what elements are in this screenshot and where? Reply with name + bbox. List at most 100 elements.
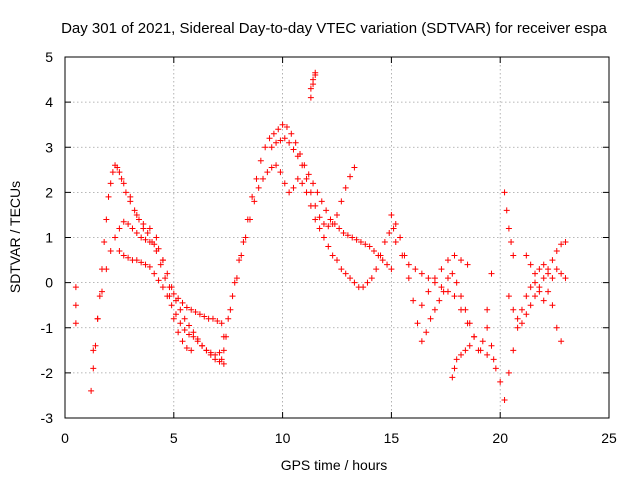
data-point (477, 347, 484, 354)
data-point (120, 252, 127, 259)
data-point (233, 275, 240, 282)
data-point (444, 288, 451, 295)
data-point (484, 351, 491, 358)
data-point (381, 239, 388, 246)
data-point (488, 270, 495, 277)
data-point (357, 239, 364, 246)
data-point (90, 365, 97, 372)
data-point (116, 225, 123, 232)
data-point (327, 216, 334, 223)
data-point (116, 169, 123, 176)
data-point (366, 243, 373, 250)
data-point (405, 261, 412, 268)
data-point (307, 189, 314, 196)
data-point (503, 207, 510, 214)
data-point (479, 338, 486, 345)
data-point (458, 257, 465, 264)
data-point (275, 126, 282, 133)
data-point (257, 157, 264, 164)
data-point (125, 220, 132, 227)
data-point (186, 322, 193, 329)
data-point (142, 236, 149, 243)
data-point (390, 225, 397, 232)
data-point (142, 261, 149, 268)
data-point (518, 320, 525, 327)
data-point (532, 270, 539, 277)
data-point (466, 342, 473, 349)
data-point (129, 225, 136, 232)
data-point (545, 270, 552, 277)
data-point (549, 302, 556, 309)
data-point (286, 189, 293, 196)
data-point (168, 302, 175, 309)
data-point (325, 243, 332, 250)
data-point (190, 333, 197, 340)
data-point (112, 234, 119, 241)
data-point (399, 252, 406, 259)
data-point (353, 236, 360, 243)
x-tick-label: 25 (601, 430, 617, 446)
data-point (397, 234, 404, 241)
data-point (451, 293, 458, 300)
data-point (220, 360, 227, 367)
data-point (120, 180, 127, 187)
data-point (316, 225, 323, 232)
data-point (290, 146, 297, 153)
data-point (458, 293, 465, 300)
data-point (388, 266, 395, 273)
chart-title: Day 301 of 2021, Sidereal Day-to-day VTE… (61, 20, 607, 37)
data-point (351, 279, 358, 286)
x-tick-label: 10 (275, 430, 291, 446)
data-point (307, 85, 314, 92)
y-tick-label: 0 (45, 275, 53, 291)
data-point (253, 175, 260, 182)
data-point (351, 164, 358, 171)
y-tick-label: 2 (45, 184, 53, 200)
data-point (266, 135, 273, 142)
data-point (464, 261, 471, 268)
data-point (334, 211, 340, 218)
data-point (532, 293, 539, 300)
data-point (492, 365, 499, 372)
data-point (449, 374, 456, 381)
data-point (325, 223, 332, 230)
x-tick-label: 15 (384, 430, 400, 446)
data-point (444, 257, 451, 264)
data-point (183, 345, 190, 352)
data-point (177, 320, 184, 327)
data-point (159, 284, 166, 291)
data-point (364, 279, 371, 286)
data-point (177, 306, 184, 313)
data-point (107, 248, 114, 255)
data-point (553, 266, 560, 273)
data-point (336, 225, 343, 232)
data-point (218, 356, 225, 363)
y-axis: -3 -2 -1 0 1 2 3 4 5 (41, 49, 609, 426)
data-point (553, 324, 560, 331)
x-tick-label: 0 (61, 430, 69, 446)
data-point (72, 320, 79, 327)
data-point (133, 229, 140, 236)
data-point (294, 175, 301, 182)
data-point (299, 162, 306, 169)
data-point (418, 270, 425, 277)
data-point (279, 121, 286, 128)
data-point (410, 297, 417, 304)
data-point (462, 347, 469, 354)
data-point (490, 356, 497, 363)
data-point (307, 94, 314, 101)
data-point (312, 69, 319, 76)
data-point (510, 306, 517, 313)
data-point (192, 308, 199, 315)
data-point (273, 139, 280, 146)
data-point (514, 315, 521, 322)
data-point (146, 263, 153, 270)
data-point (199, 342, 206, 349)
data-point (103, 266, 110, 273)
data-point (220, 333, 227, 340)
data-point (188, 306, 195, 313)
data-point (183, 304, 190, 311)
data-point (181, 315, 188, 322)
data-point (133, 257, 140, 264)
